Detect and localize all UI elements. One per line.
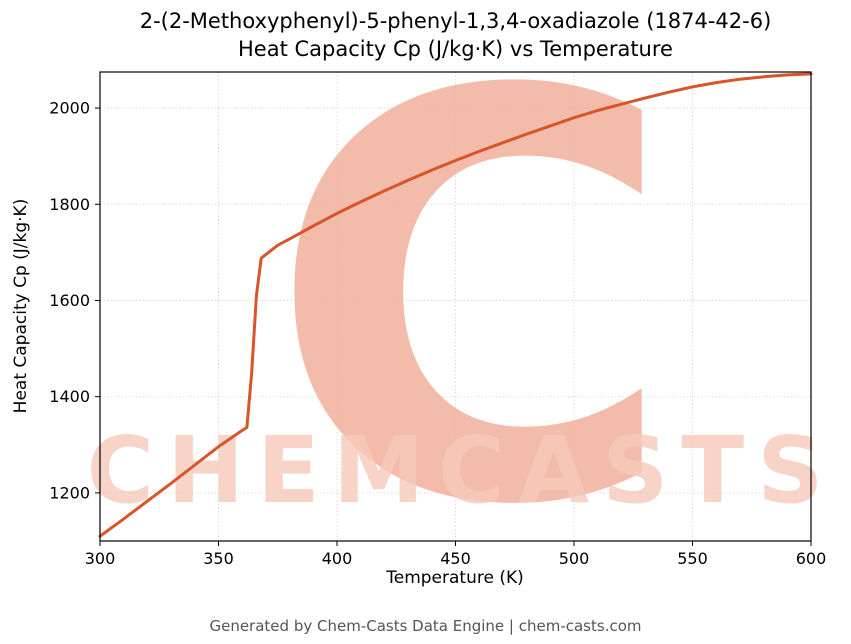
y-tick-label: 1200 [49,483,90,502]
y-tick-label: 1600 [49,291,90,310]
x-tick-label: 450 [440,549,471,568]
y-tick-label: 1400 [49,387,90,406]
x-tick-label: 300 [85,549,116,568]
watermark-logo-c: C [267,0,678,628]
x-tick-label: 500 [559,549,590,568]
y-axis-label: Heat Capacity Cp (J/kg·K) [11,199,31,414]
x-axis-label: Temperature (K) [385,568,524,588]
chart-title: 2-(2-Methoxyphenyl)-5-phenyl-1,3,4-oxadi… [70,8,841,64]
y-tick-label: 2000 [49,99,90,118]
cp-curve [98,72,813,538]
x-tick-label: 550 [677,549,708,568]
y-tick-label: 1800 [49,195,90,214]
x-tick-label: 350 [203,549,234,568]
chart-title-line2: Heat Capacity Cp (J/kg·K) vs Temperature [238,36,673,61]
watermark-text: CHEMCASTS [87,417,837,524]
chart-title-line1: 2-(2-Methoxyphenyl)-5-phenyl-1,3,4-oxadi… [139,9,772,33]
x-tick-label: 600 [796,549,827,568]
x-tick-label: 400 [322,549,353,568]
footer-caption: Generated by Chem-Casts Data Engine | ch… [209,617,642,635]
